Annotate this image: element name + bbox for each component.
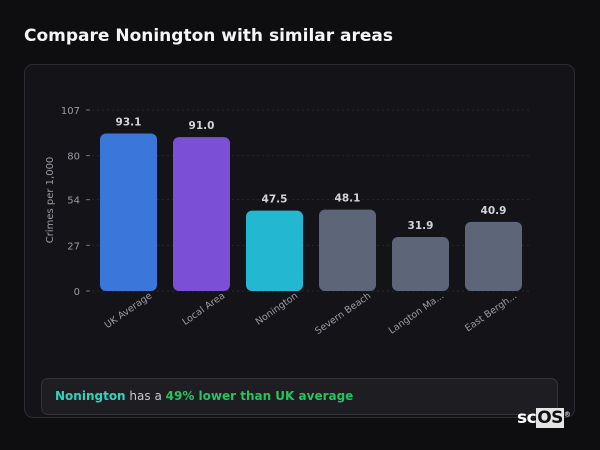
bar [319, 209, 376, 291]
bar-value-label: 40.9 [481, 205, 507, 217]
summary-place: Nonington [55, 389, 126, 403]
logo: scOS® [517, 408, 571, 428]
x-tick-label: Local Area [180, 290, 227, 327]
x-tick-label: East Bergh... [463, 290, 519, 334]
x-tick-label: Langton Ma... [387, 290, 446, 336]
bar [246, 210, 303, 291]
y-axis-label: Crimes per 1,000 [45, 157, 56, 244]
y-tick-label: 0 [74, 287, 80, 298]
bar-value-label: 91.0 [189, 120, 215, 132]
x-tick-label: Severn Beach [313, 290, 373, 337]
bar [173, 137, 230, 291]
bar-value-label: 93.1 [116, 117, 142, 129]
summary-highlight: 49% lower than UK average [165, 389, 354, 403]
x-tick-label: UK Average [103, 290, 155, 331]
x-tick-label: Nonington [254, 290, 301, 327]
bar [465, 221, 522, 291]
bar-value-label: 48.1 [335, 193, 361, 205]
bar-value-label: 31.9 [408, 220, 434, 232]
summary-box: Nonington has a 49% lower than UK averag… [41, 378, 558, 415]
y-tick-label: 107 [61, 106, 80, 117]
y-tick-label: 27 [67, 241, 80, 252]
bar-value-label: 47.5 [262, 194, 288, 206]
bar [100, 133, 157, 291]
y-tick-label: 80 [67, 152, 80, 163]
y-tick-label: 54 [67, 196, 80, 207]
summary-text: has a [125, 389, 166, 403]
page-title: Compare Nonington with similar areas [24, 26, 394, 46]
bar [392, 237, 449, 291]
